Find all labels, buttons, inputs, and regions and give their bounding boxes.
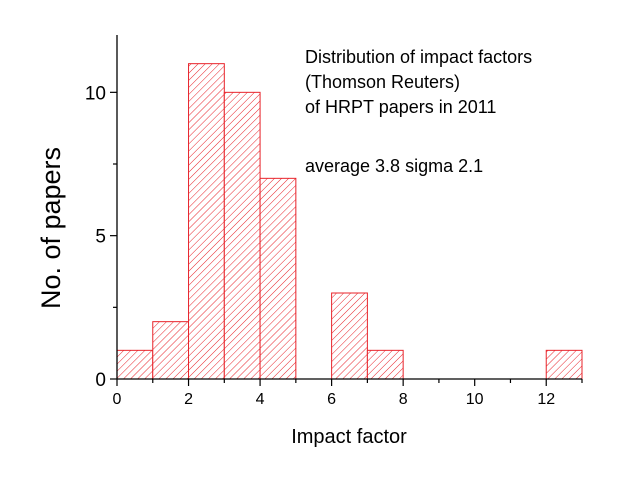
- histogram-bar-2-3: [188, 63, 225, 380]
- x-tick-label-2: 2: [184, 391, 193, 408]
- bars-group: [116, 63, 583, 380]
- histogram-bar-0-1: [116, 349, 154, 380]
- histogram-bar-6-7: [331, 292, 368, 380]
- histogram-bar-4-5: [259, 177, 297, 380]
- y-tick-label-10: 10: [85, 83, 106, 104]
- histogram-bar-1-2: [152, 321, 190, 380]
- histogram-bar-3-4: [223, 91, 261, 380]
- y-tick-label-5: 5: [95, 227, 106, 248]
- x-axis-title: Impact factor: [291, 426, 407, 448]
- y-axis-title: No. of papers: [36, 147, 66, 309]
- axes-group: 0 2 4 6 8 10 12 0 5 10: [85, 35, 583, 408]
- x-tick-label-6: 6: [327, 391, 336, 408]
- annotation-line-3: of HRPT papers in 2011: [305, 97, 496, 117]
- x-tick-label-4: 4: [256, 391, 265, 408]
- x-tick-label-0: 0: [113, 391, 122, 408]
- x-tick-label-8: 8: [399, 391, 408, 408]
- stats-annotation: average 3.8 sigma 2.1: [305, 156, 483, 176]
- y-tick-label-0: 0: [95, 370, 106, 391]
- annotation-line-1: Distribution of impact factors: [305, 47, 532, 67]
- histogram-bar-7-8: [366, 349, 404, 380]
- annotation-line-2: (Thomson Reuters): [305, 72, 460, 92]
- x-tick-label-12: 12: [537, 391, 555, 408]
- x-tick-label-10: 10: [466, 391, 484, 408]
- histogram-bar-12-13: [545, 349, 583, 380]
